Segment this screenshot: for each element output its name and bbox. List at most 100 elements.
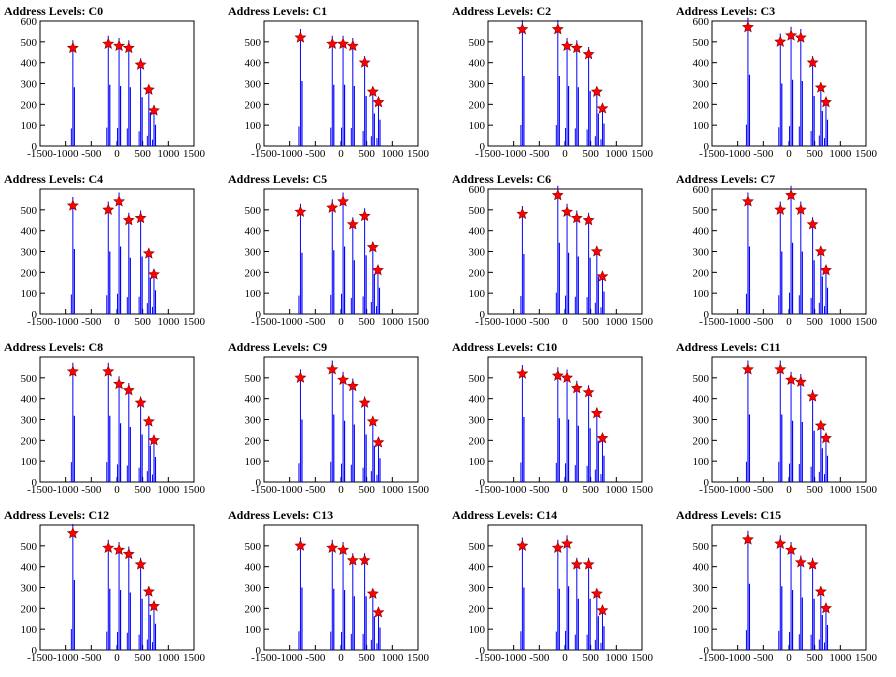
x-tick-label: 500 bbox=[806, 652, 823, 664]
x-tick-label: 0 bbox=[562, 316, 568, 328]
y-tick-label: 200 bbox=[693, 435, 710, 447]
y-tick-label: 200 bbox=[245, 267, 262, 279]
x-tick-label: -1000 bbox=[53, 652, 79, 664]
panel-title: Address Levels: C0 bbox=[4, 4, 104, 18]
x-tick-label: 1500 bbox=[631, 316, 654, 328]
histogram-plot: 0 100 200 300 400 500 600 -1500 -1000 -500 0 500 100… bbox=[693, 16, 878, 160]
y-tick-label: 0 bbox=[480, 645, 486, 657]
peak-marker bbox=[346, 379, 359, 392]
peak-marker bbox=[741, 21, 754, 33]
peak-marker bbox=[774, 203, 787, 215]
peak-marker bbox=[358, 554, 371, 566]
peak-marker bbox=[294, 205, 307, 218]
plot-frame bbox=[711, 20, 867, 147]
x-tick-label: 0 bbox=[114, 484, 120, 496]
panel-title: Address Levels: C5 bbox=[228, 172, 328, 186]
y-tick-label: 100 bbox=[693, 120, 710, 132]
x-tick-label: 1000 bbox=[157, 316, 180, 328]
x-tick-label: -1000 bbox=[501, 652, 527, 664]
histogram-panel: 0 100 200 300 400 500 -1500 -1000 -500 0 500 1000 15… bbox=[224, 336, 448, 504]
plot-frame bbox=[263, 524, 419, 651]
y-tick-label: 500 bbox=[469, 541, 486, 553]
peak-marker bbox=[806, 558, 819, 570]
y-tick-label: 400 bbox=[469, 58, 486, 70]
x-tick-label: -500 bbox=[81, 652, 102, 664]
x-tick-label: 1500 bbox=[183, 316, 206, 328]
y-tick-label: 300 bbox=[693, 415, 710, 427]
peak-marker bbox=[774, 35, 787, 47]
y-tick-label: 500 bbox=[469, 205, 486, 217]
y-tick-label: 0 bbox=[256, 141, 262, 153]
peak-marker bbox=[142, 247, 155, 259]
x-tick-label: -1000 bbox=[501, 148, 527, 160]
x-tick-label: -1500 bbox=[475, 652, 501, 664]
y-tick-label: 500 bbox=[693, 541, 710, 553]
y-tick-label: 0 bbox=[480, 141, 486, 153]
peak-marker bbox=[122, 41, 135, 54]
panel-title: Address Levels: C2 bbox=[452, 4, 552, 18]
histogram-panel: 0 100 200 300 400 500 -1500 -1000 -500 0 500 1000 15… bbox=[672, 504, 896, 672]
panel-title: Address Levels: C7 bbox=[676, 172, 776, 186]
x-tick-label: 0 bbox=[786, 316, 792, 328]
peak-marker bbox=[819, 264, 832, 276]
x-tick-label: 500 bbox=[806, 148, 823, 160]
y-tick-label: 100 bbox=[245, 624, 262, 636]
peak-marker bbox=[806, 218, 819, 230]
histogram-plot: 0 100 200 300 400 500 -1500 -1000 -500 0 500 1000 15… bbox=[693, 356, 878, 496]
histogram-plot: 0 100 200 300 400 500 -1500 -1000 -500 0 500 1000 15… bbox=[469, 524, 654, 664]
y-tick-label: 300 bbox=[693, 583, 710, 595]
peak-marker bbox=[294, 539, 307, 551]
x-tick-label: -500 bbox=[753, 148, 774, 160]
y-tick-label: 300 bbox=[245, 79, 262, 91]
panel-title: Address Levels: C15 bbox=[676, 508, 782, 522]
peak-marker bbox=[814, 81, 827, 93]
x-tick-label: 1500 bbox=[855, 484, 878, 496]
y-tick-label: 100 bbox=[469, 120, 486, 132]
y-tick-label: 100 bbox=[21, 624, 38, 636]
y-tick-label: 500 bbox=[245, 37, 262, 49]
peak-marker bbox=[337, 543, 350, 556]
x-tick-label: -1000 bbox=[277, 316, 303, 328]
x-tick-label: 500 bbox=[582, 484, 599, 496]
x-tick-label: 500 bbox=[134, 652, 151, 664]
peak-marker bbox=[371, 264, 384, 276]
panel-title: Address Levels: C4 bbox=[4, 172, 104, 186]
peak-marker bbox=[582, 558, 595, 570]
x-tick-label: 1500 bbox=[855, 148, 878, 160]
peak-marker bbox=[337, 37, 350, 50]
peak-marker bbox=[358, 396, 371, 408]
x-tick-label: 500 bbox=[358, 652, 375, 664]
y-tick-label: 500 bbox=[21, 205, 38, 217]
peak-marker bbox=[366, 415, 379, 427]
plot-frame bbox=[711, 188, 867, 315]
y-tick-label: 500 bbox=[245, 541, 262, 553]
x-tick-label: -1500 bbox=[699, 148, 725, 160]
y-tick-label: 400 bbox=[693, 226, 710, 238]
y-tick-label: 500 bbox=[21, 541, 38, 553]
x-tick-label: 500 bbox=[134, 484, 151, 496]
peak-marker bbox=[102, 541, 115, 554]
peak-marker bbox=[806, 390, 819, 402]
peak-marker bbox=[785, 543, 798, 556]
peak-marker bbox=[134, 211, 147, 224]
y-tick-label: 200 bbox=[693, 99, 710, 111]
y-tick-label: 100 bbox=[245, 288, 262, 300]
peak-marker bbox=[326, 201, 339, 213]
x-tick-label: 0 bbox=[786, 652, 792, 664]
y-tick-label: 200 bbox=[245, 603, 262, 615]
x-tick-label: -1500 bbox=[251, 316, 277, 328]
y-tick-label: 0 bbox=[32, 141, 38, 153]
peak-marker bbox=[372, 96, 385, 108]
x-tick-label: -500 bbox=[81, 316, 102, 328]
y-tick-label: 0 bbox=[704, 309, 710, 321]
y-tick-label: 400 bbox=[21, 226, 38, 238]
y-tick-label: 400 bbox=[693, 394, 710, 406]
x-tick-label: -1500 bbox=[699, 316, 725, 328]
x-tick-label: 1500 bbox=[855, 652, 878, 664]
plot-frame bbox=[711, 356, 867, 483]
x-tick-label: 0 bbox=[338, 148, 344, 160]
histogram-panel: 0 100 200 300 400 500 600 -1500 -1000 -500 0 500 100… bbox=[448, 168, 672, 336]
histogram-panel: 0 100 200 300 400 500 -1500 -1000 -500 0 500 1000 15… bbox=[0, 168, 224, 336]
y-tick-label: 0 bbox=[32, 477, 38, 489]
peak-marker bbox=[814, 419, 827, 431]
